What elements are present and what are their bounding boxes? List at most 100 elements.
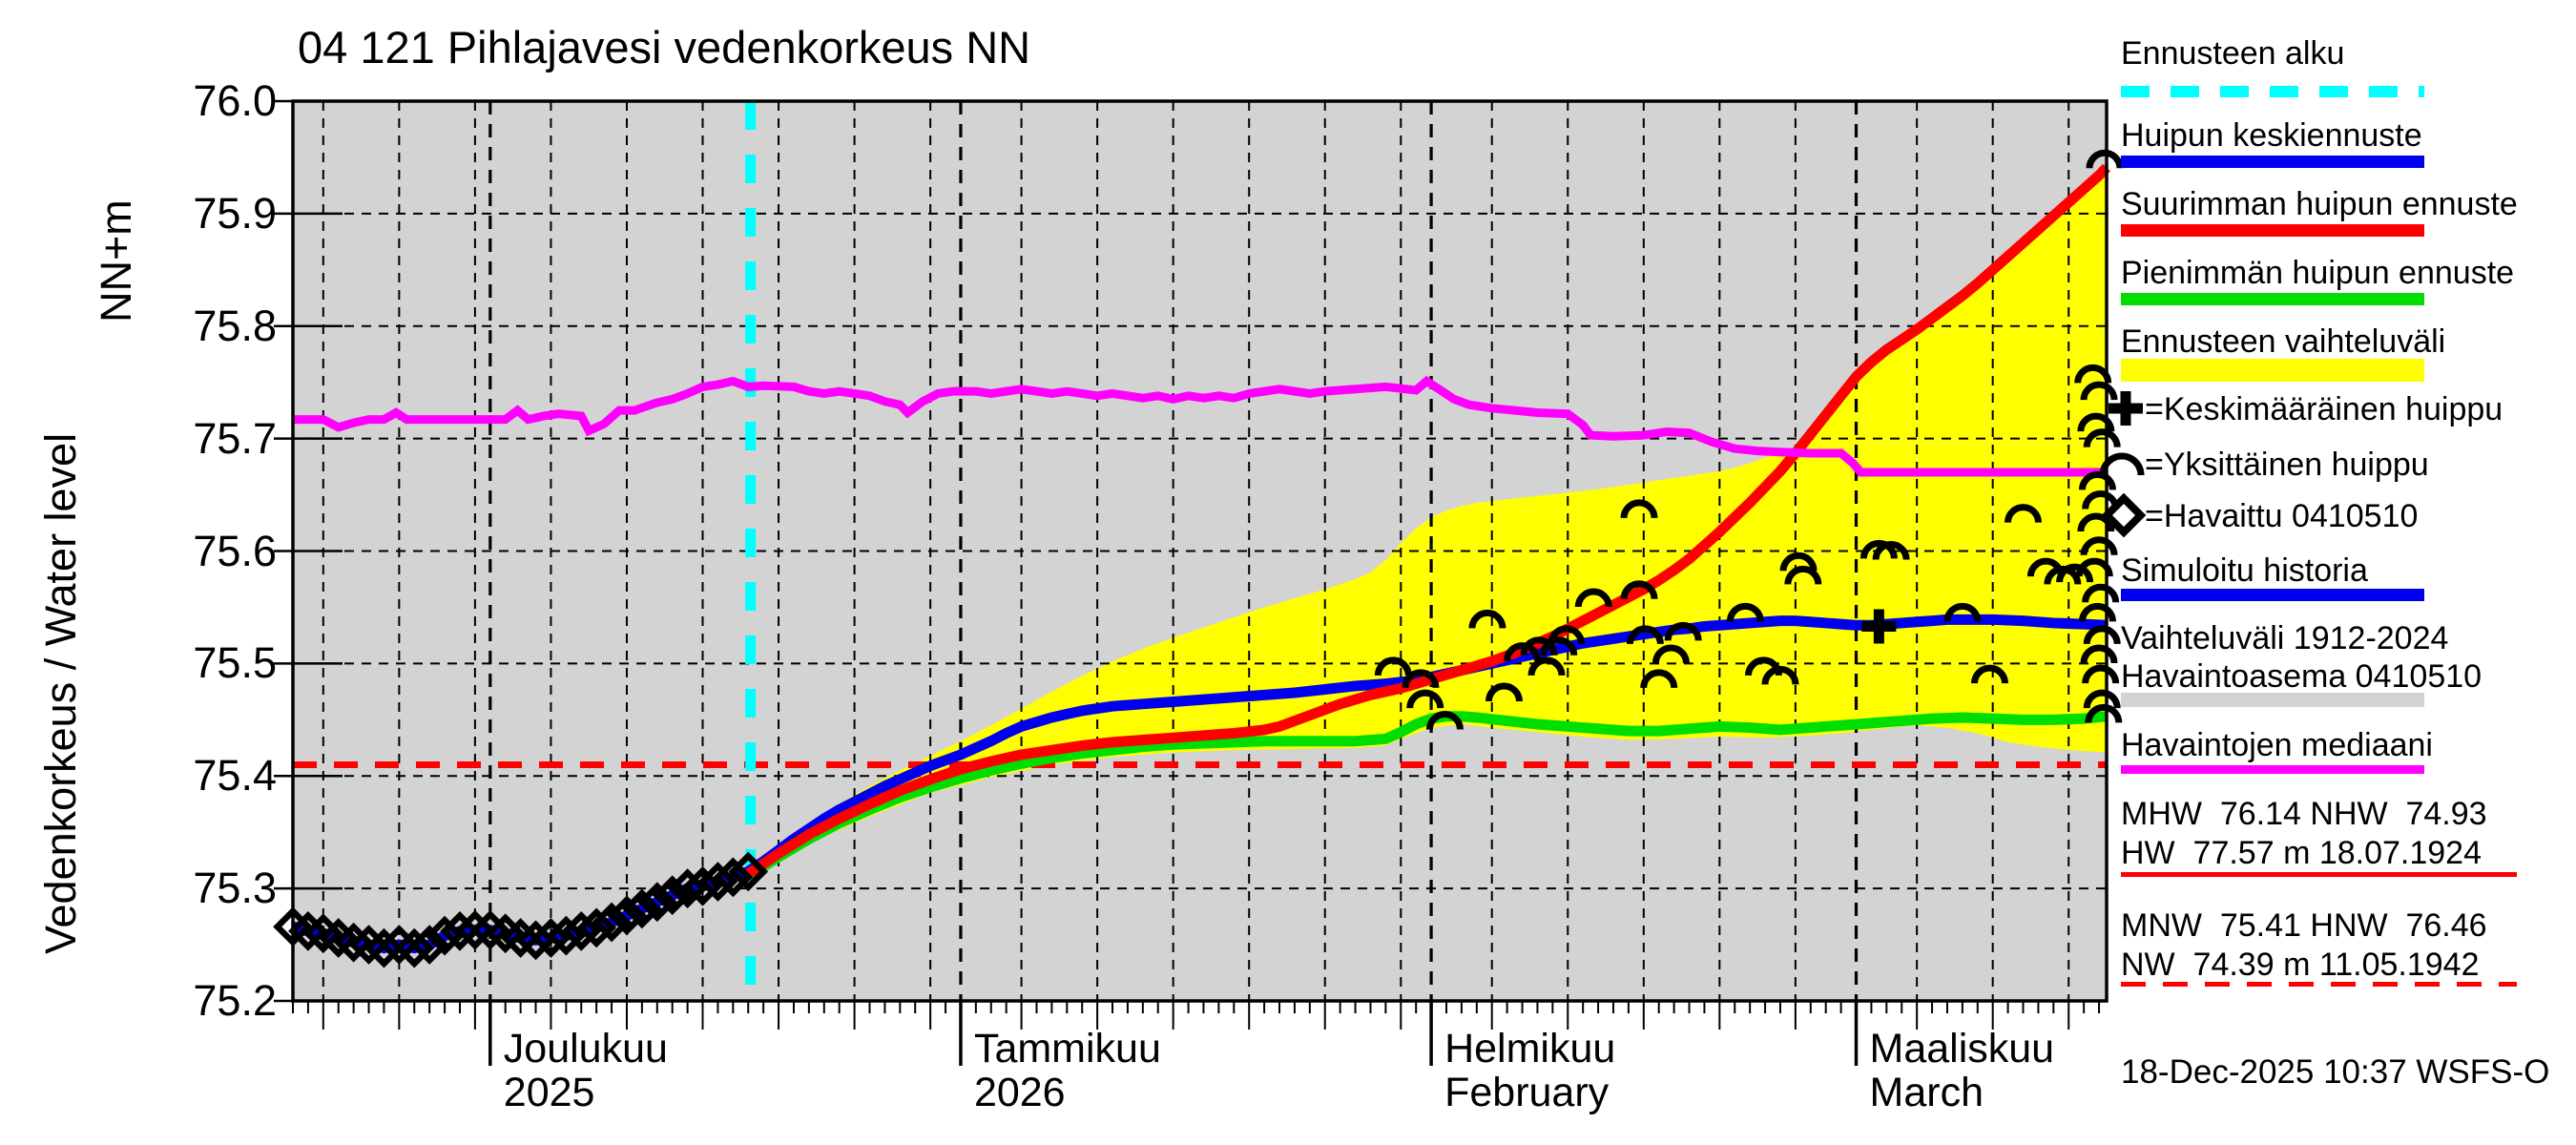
low-water-rule — [2121, 982, 2517, 987]
legend-swatch — [2121, 589, 2424, 601]
legend-label-forecast-range: Ennusteen vaihteluväli — [2121, 323, 2446, 360]
individual-peak-arc-marker — [2085, 703, 2123, 723]
individual-peak-arc-marker — [1406, 689, 1444, 709]
individual-peak-arc-marker — [2078, 470, 2116, 490]
individual-peak-arc-marker — [1504, 642, 1542, 661]
y-axis-tick-label: 75.3 — [193, 864, 277, 913]
observation-diamond-marker — [636, 882, 677, 923]
legend-label-observations-median: Havaintojen mediaani — [2121, 727, 2433, 763]
y-axis-label: Vedenkorkeus / Water level — [36, 432, 85, 954]
legend-label-peak-min-forecast: Pienimmän huipun ennuste — [2121, 255, 2515, 291]
mean-peak-plus-marker — [1861, 609, 1897, 644]
legend-swatch — [2121, 359, 2424, 382]
individual-peak-arc-marker — [1548, 625, 1586, 645]
month-label: Maaliskuu — [1869, 1026, 2055, 1072]
individual-peak-arc-marker — [2077, 412, 2115, 432]
high-water-rule — [2121, 872, 2517, 877]
individual-peak-arc-marker — [2078, 602, 2116, 622]
individual-peak-arc-marker — [1620, 499, 1658, 519]
individual-peak-arc-marker — [2056, 563, 2094, 583]
y-axis-tick-label: 75.7 — [193, 413, 277, 463]
single-peak-arc-icon — [2099, 452, 2145, 476]
individual-peak-arc-marker — [1374, 656, 1412, 677]
y-axis-tick-label: 75.5 — [193, 638, 277, 688]
legend-swatch — [2121, 293, 2424, 305]
individual-peak-arc-marker — [1626, 625, 1664, 645]
individual-peak-arc-marker — [2080, 381, 2118, 401]
month-sublabel: March — [1869, 1070, 1984, 1115]
individual-peak-arc-marker — [2005, 504, 2043, 523]
y-axis-tick-label: 75.2 — [193, 976, 277, 1025]
legend-label-single-peak-marker: =Yksittäinen huippu — [2145, 447, 2429, 483]
month-label: Joulukuu — [503, 1026, 668, 1072]
individual-peak-arc-marker — [1485, 682, 1523, 702]
y-axis-tick-label: 75.9 — [193, 188, 277, 238]
month-sublabel: February — [1444, 1070, 1610, 1115]
individual-peak-arc-marker — [1574, 588, 1612, 608]
individual-peak-arc-marker — [1652, 644, 1690, 664]
individual-peak-arc-marker — [1520, 636, 1558, 656]
individual-peak-arc-marker — [1784, 565, 1822, 585]
high-water-stats: MHW 76.14 NHW 74.93 HW 77.57 m 18.07.1924 — [2121, 796, 2487, 871]
y-axis-tick-label: 75.8 — [193, 301, 277, 350]
legend-swatch — [2121, 224, 2424, 237]
legend-label-simulated-history: Simuloitu historia — [2121, 552, 2368, 589]
individual-peak-arc-marker — [1620, 580, 1658, 600]
individual-peak-arc-marker — [2080, 644, 2118, 664]
individual-peak-arc-marker — [1664, 621, 1702, 641]
individual-peak-arc-marker — [1402, 669, 1440, 689]
legend-swatch — [2121, 156, 2424, 168]
observation-diamond-marker — [592, 902, 632, 943]
observation-diamond-marker — [576, 907, 617, 948]
y-axis-tick-label: 76.0 — [193, 76, 277, 125]
individual-peak-arc-marker — [2083, 689, 2121, 709]
legend-label-forecast-start: Ennusteen alku — [2121, 35, 2345, 72]
month-sublabel: 2025 — [503, 1070, 595, 1115]
individual-peak-arc-marker — [1527, 656, 1566, 677]
forecast-start-swatch — [2121, 86, 2424, 97]
observations-median-line — [293, 375, 2107, 477]
legend-label-history-range: Vaihteluväli 1912-2024 — [2121, 620, 2449, 656]
individual-peak-arc-marker — [2075, 557, 2113, 577]
legend-swatch — [2121, 765, 2424, 774]
month-label: Helmikuu — [1444, 1026, 1616, 1072]
individual-peak-arc-marker — [2080, 536, 2118, 556]
individual-peak-arc-marker — [1640, 669, 1678, 689]
forecast-range-band — [748, 167, 2107, 880]
legend-label-mean-peak-marker: =Keskimääräinen huippu — [2145, 391, 2503, 427]
individual-peak-arc-marker — [1872, 541, 1910, 560]
observed-diamond-icon — [2101, 492, 2147, 538]
x-axis-month-group: Tammikuu 2026 — [974, 1027, 1161, 1114]
individual-peak-arc-marker — [1779, 552, 1818, 572]
low-water-stats: MNW 75.41 HNW 76.46 NW 74.39 m 11.05.1942 — [2121, 907, 2487, 983]
legend-label2-history-range: Havaintoasema 0410510 — [2121, 658, 2483, 695]
observation-diamond-marker — [713, 857, 754, 898]
individual-peak-arc-marker — [1971, 664, 2009, 684]
individual-peak-arc-marker — [2082, 664, 2120, 684]
observation-diamond-marker — [409, 925, 450, 965]
individual-peak-arc-marker — [1943, 602, 1982, 622]
individual-peak-arc-marker — [1761, 665, 1799, 685]
legend-label-peak-mean-forecast: Huipun keskiennuste — [2121, 117, 2422, 154]
plot-border — [291, 99, 2109, 1003]
individual-peak-arc-marker — [2083, 428, 2121, 448]
observation-diamond-marker — [607, 895, 647, 936]
x-axis-month-group: Helmikuu February — [1444, 1027, 1615, 1114]
individual-peak-arc-marker — [1425, 711, 1464, 730]
individual-peak-arc-marker — [1540, 636, 1578, 656]
y-axis-tick-label: 75.4 — [193, 751, 277, 801]
individual-peak-arc-marker — [2086, 149, 2124, 169]
y-axis-tick-label: 75.6 — [193, 526, 277, 575]
individual-peak-arc-marker — [2077, 512, 2115, 532]
x-axis-month-group: Maaliskuu March — [1870, 1027, 2055, 1114]
observation-diamond-marker — [728, 851, 769, 892]
individual-peak-arc-marker — [1468, 609, 1506, 629]
month-label: Tammikuu — [973, 1026, 1161, 1072]
individual-peak-arc-marker — [2082, 583, 2120, 603]
legend-swatch — [2121, 693, 2424, 707]
individual-peak-arc-marker — [2083, 625, 2121, 645]
page-title: 04 121 Pihlajavesi vedenkorkeus NN — [298, 22, 1031, 73]
legend-label-peak-max-forecast: Suurimman huipun ennuste — [2121, 186, 2518, 222]
